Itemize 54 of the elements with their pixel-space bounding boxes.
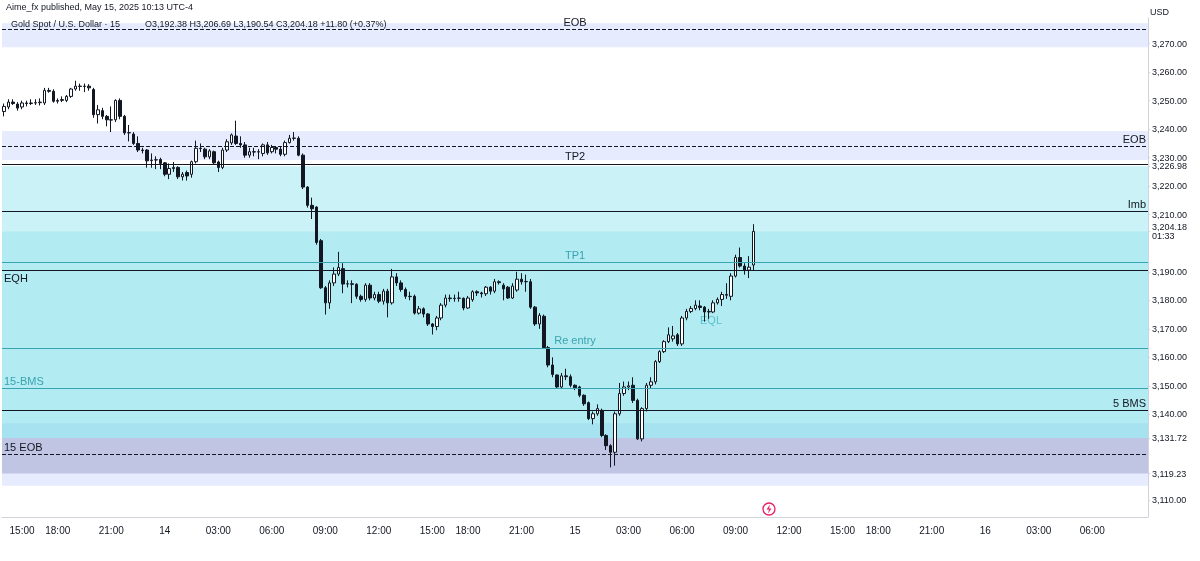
y-tick-label: 3,270.00	[1152, 38, 1188, 49]
x-tick-label: 21:00	[508, 524, 535, 536]
x-tick-label: 12:00	[366, 524, 392, 536]
y-axis-title: USD	[1150, 6, 1170, 17]
x-tick-label: 06:00	[259, 524, 285, 536]
ref-line-label: EOB	[563, 15, 587, 28]
y-tick-label: 3,119.23	[1152, 468, 1187, 479]
ref-line-label: 15-BMS	[4, 374, 44, 387]
y-tick-label: 3,131.72	[1152, 432, 1188, 443]
y-tick-label: 3,230.00	[1152, 152, 1188, 163]
y-tick-label: 3,150.00	[1152, 380, 1188, 391]
ref-line-label: Re entry	[554, 334, 597, 347]
ref-line-label: 15 EOB	[4, 440, 43, 453]
y-tick-label: 3,204.18 01:33	[1152, 221, 1188, 241]
ref-line-label: TP1	[564, 248, 586, 261]
x-tick-label: 15	[569, 524, 581, 536]
y-tick-label: 3,226.98	[1152, 161, 1188, 172]
x-tick-label: 16	[979, 524, 992, 536]
y-tick-label: 3,210.00	[1152, 209, 1188, 220]
y-tick-label: 3,260.00	[1152, 67, 1188, 78]
ref-line-label: TP2	[564, 150, 586, 163]
text: Aime_fx published, May 15, 2025 10:13 UTC-4	[6, 2, 194, 12]
x-tick-label: 06:00	[669, 524, 695, 536]
ref-line-label: 5 BMS	[1112, 396, 1146, 409]
y-tick-label: 3,170.00	[1152, 323, 1188, 334]
ref-line-label: Imb	[1127, 197, 1146, 210]
x-tick-label: 18:00	[865, 524, 892, 536]
chart-title: Gold Spot / U.S. Dollar · 15	[11, 18, 121, 29]
y-tick-label: 3,160.00	[1152, 352, 1188, 363]
x-tick-label: 06:00	[1079, 524, 1106, 536]
x-tick-label: 12:00	[776, 524, 802, 536]
x-tick-label: 03:00	[205, 524, 232, 536]
chart-subtitle: O3,192.38 H3,206.69 L3,190.54 C3,204.18 +11.80 (+0.37%)	[145, 18, 387, 29]
ref-line-label: EOB	[1122, 132, 1146, 145]
y-tick-label: 3,240.00	[1152, 124, 1188, 135]
x-tick-label: 09:00	[723, 524, 749, 536]
x-tick-label: 09:00	[312, 524, 339, 536]
y-tick-label: 3,110.00	[1152, 494, 1187, 505]
y-tick-label: 3,140.00	[1152, 409, 1188, 420]
x-tick-label: 18:00	[455, 524, 481, 536]
x-tick-label: 21:00	[98, 524, 125, 536]
x-tick-label: 21:00	[919, 524, 945, 536]
x-tick-label: 15:00	[9, 524, 36, 536]
y-tick-label: 3,250.00	[1152, 95, 1188, 106]
ref-line-label: EQH	[4, 271, 28, 284]
y-tick-label: 3,220.00	[1152, 181, 1188, 192]
x-tick-label: 18:00	[45, 524, 71, 536]
y-tick-label: 3,180.00	[1152, 295, 1188, 306]
y-tick-label: 3,190.00	[1152, 266, 1188, 277]
x-tick-label: 15:00	[830, 524, 856, 536]
x-tick-label: 15:00	[419, 524, 446, 536]
x-tick-label: 03:00	[1026, 524, 1052, 536]
x-tick-label: 14	[159, 524, 171, 536]
x-tick-label: 03:00	[615, 524, 642, 536]
